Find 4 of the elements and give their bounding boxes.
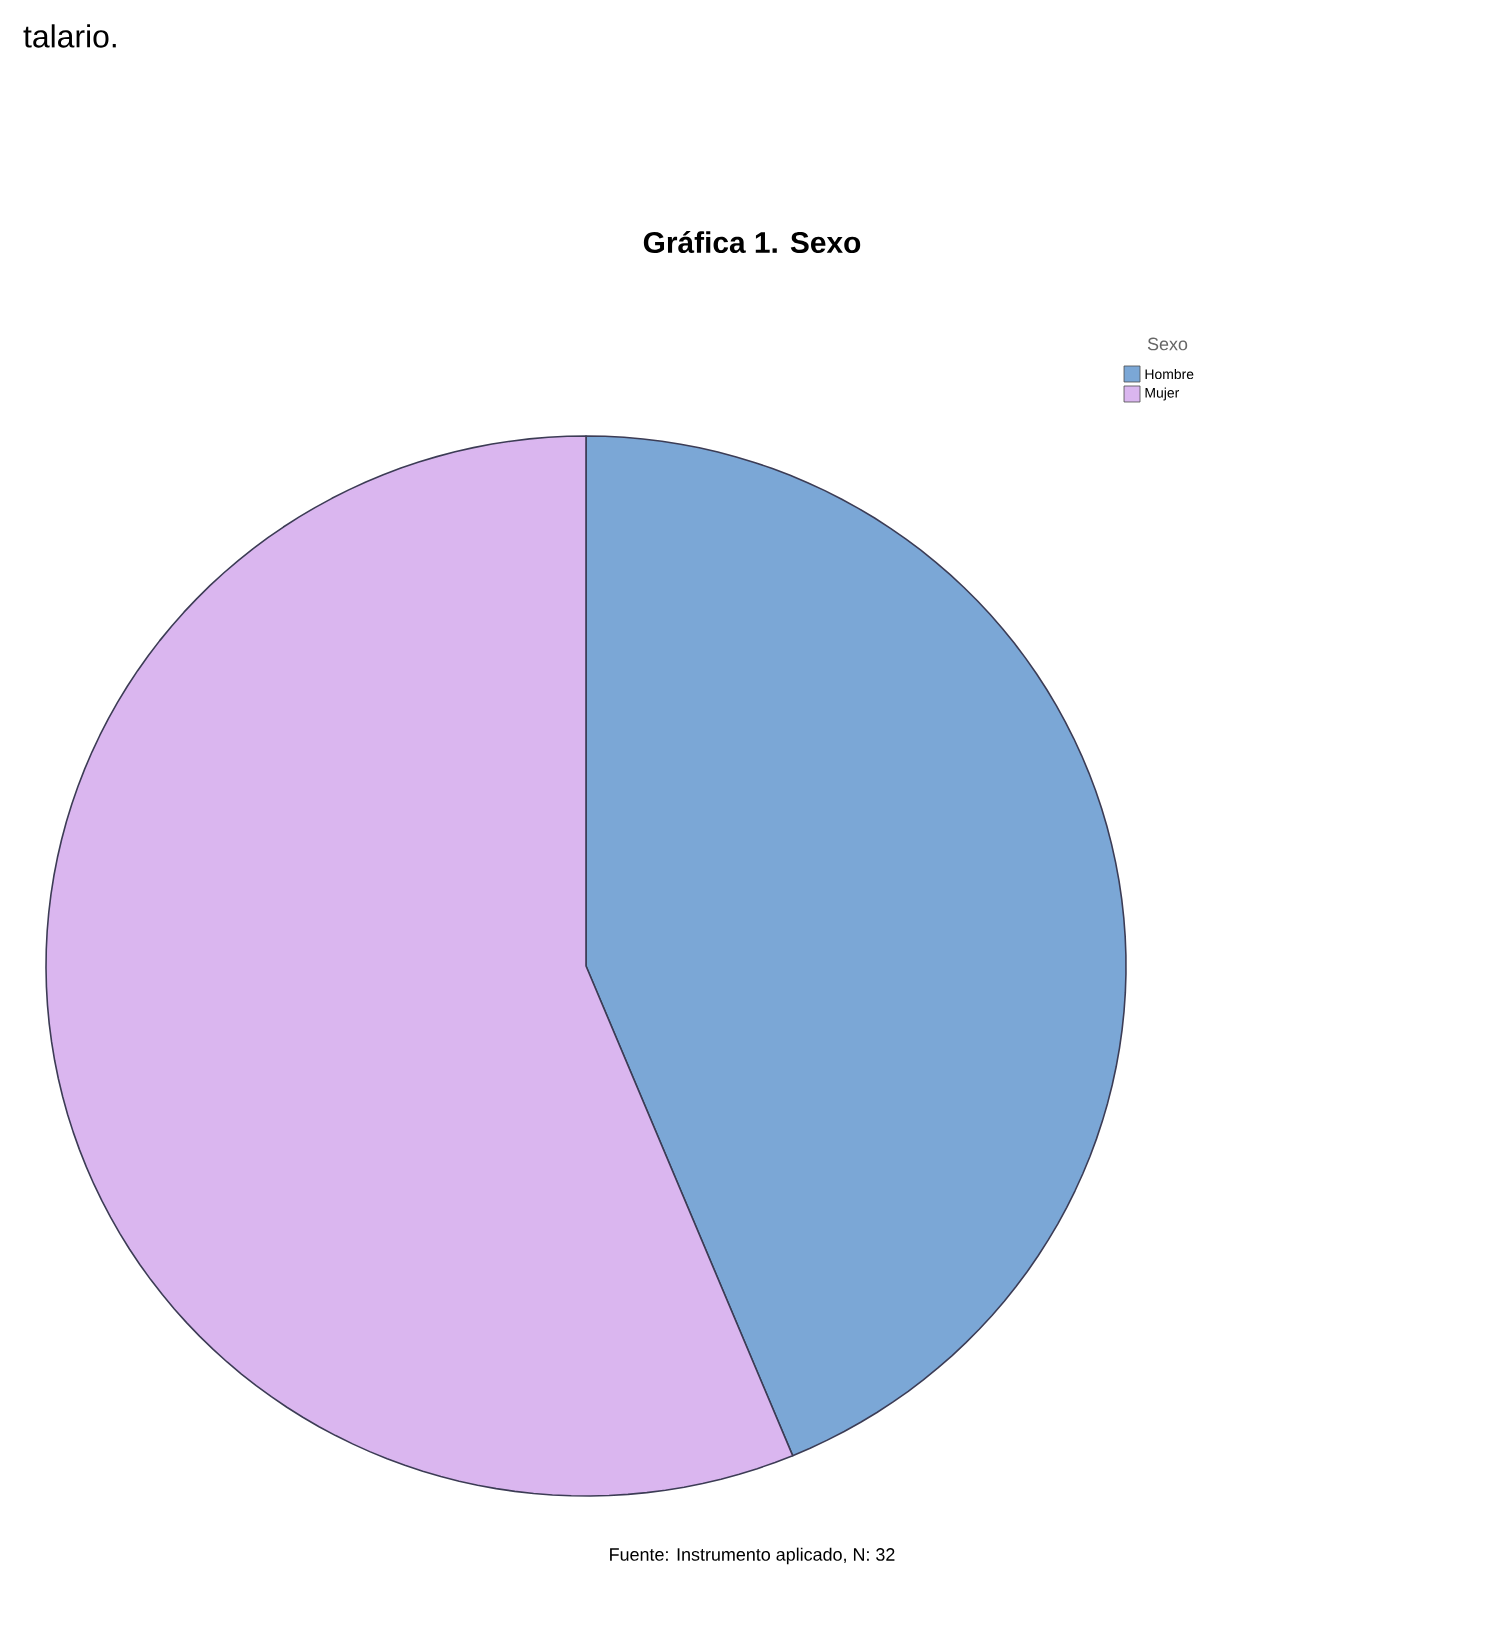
chart-title: Gráfica 1. Sexo bbox=[643, 230, 861, 254]
source-note: Fuente: Instrumento aplicado, N: 32 bbox=[610, 1547, 895, 1565]
text: talario. bbox=[23, 24, 116, 48]
legend-title: Sexo bbox=[1147, 337, 1188, 351]
